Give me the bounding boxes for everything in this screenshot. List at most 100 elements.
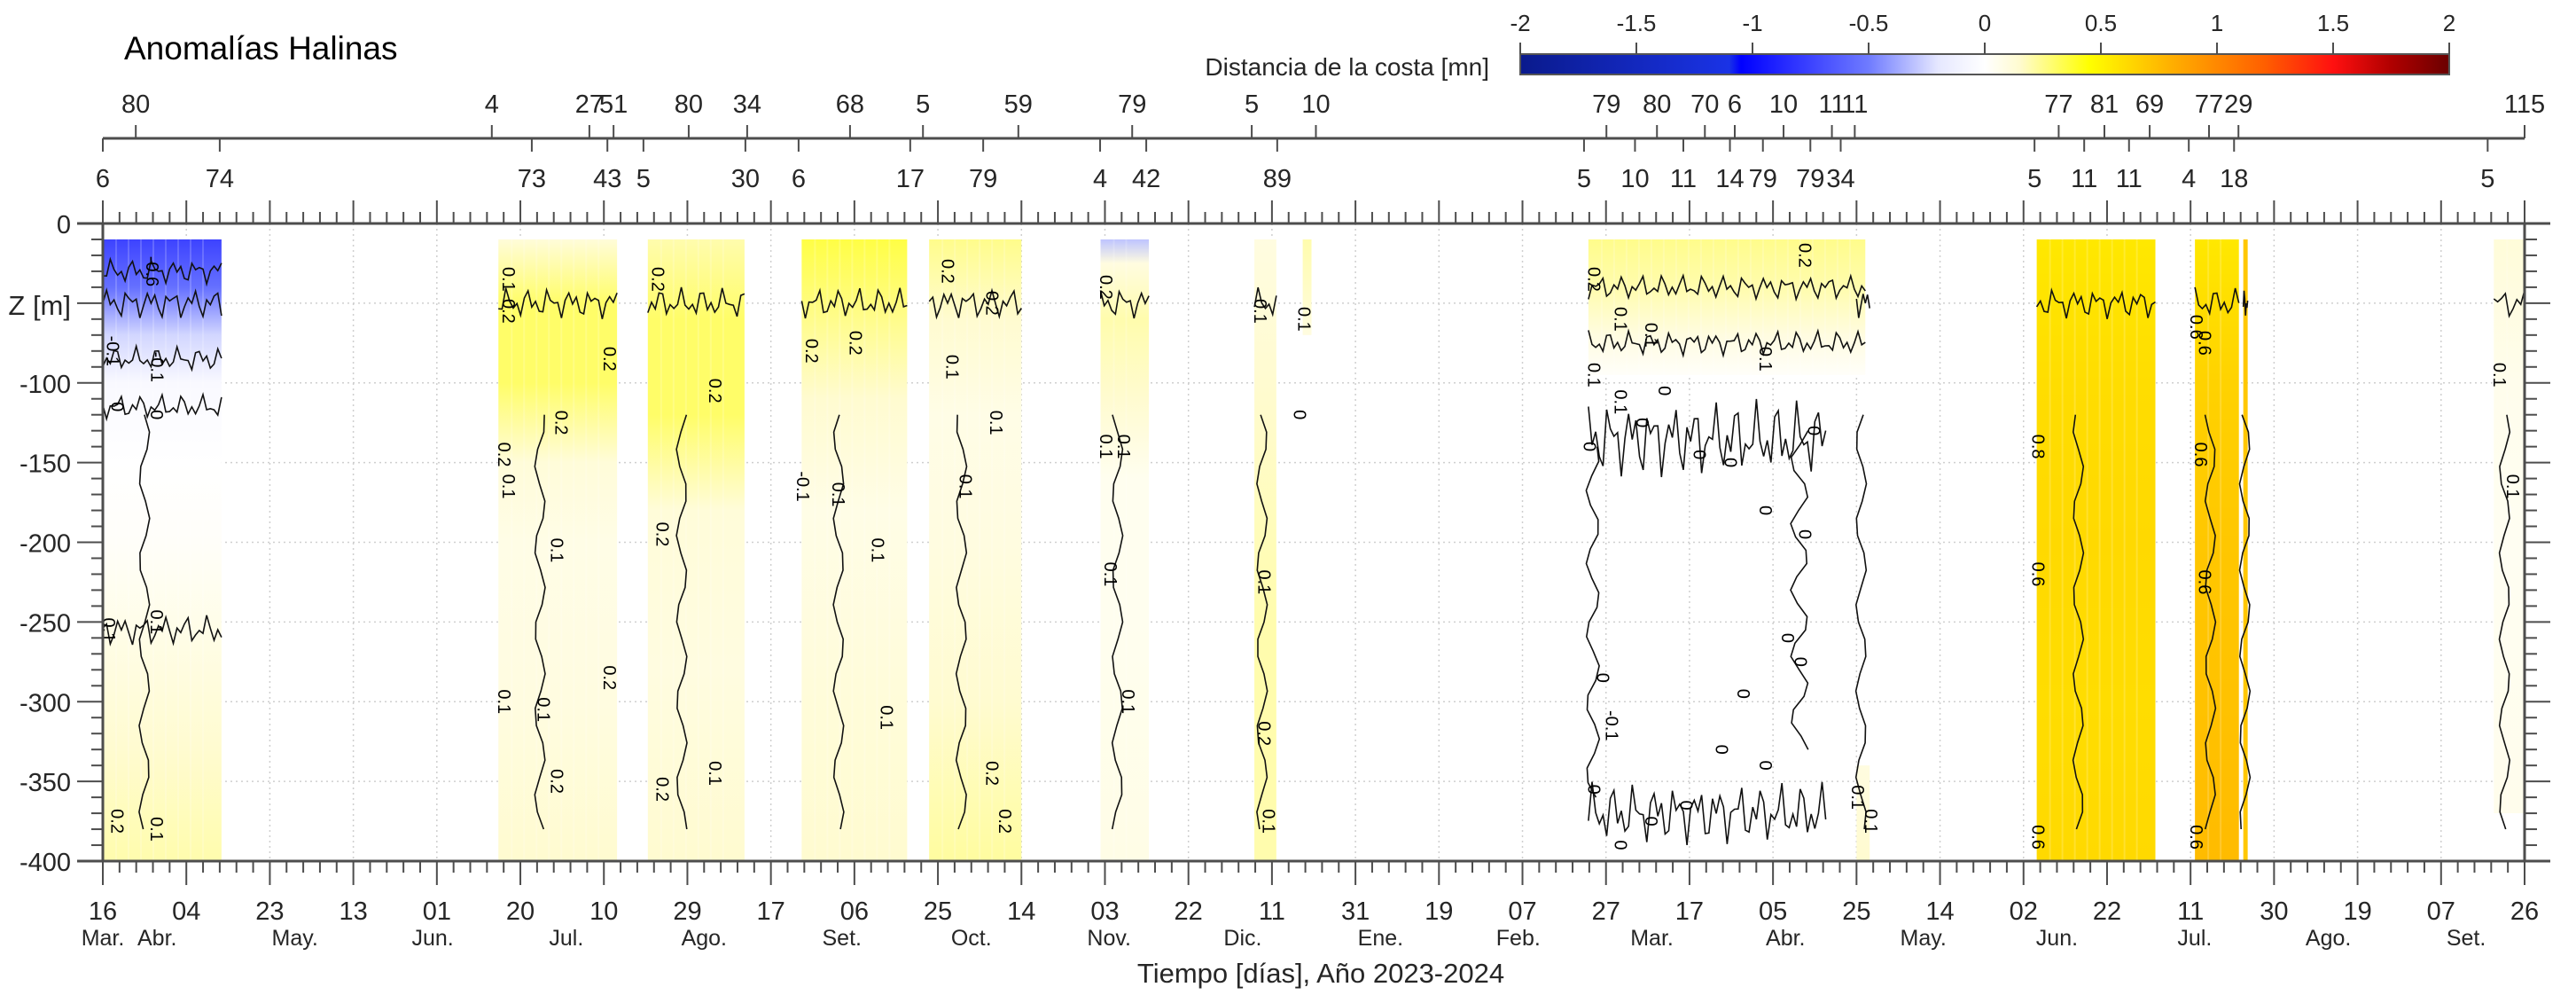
distance-tick-label: 5 — [916, 90, 930, 119]
distance-tick-label: 27 — [575, 90, 604, 119]
distance-tick-label: 80 — [1643, 90, 1671, 119]
contour-line — [1111, 414, 1124, 830]
x-month-label: Ago. — [682, 926, 727, 951]
distance-tick-label: 11 — [1841, 90, 1868, 119]
section-streak — [585, 239, 588, 862]
contour-label: 0.1 — [2502, 474, 2522, 499]
section-streak — [1600, 239, 1603, 375]
section-streak — [660, 239, 662, 862]
contour-line — [1253, 286, 1277, 317]
contour-line — [675, 414, 688, 830]
section-streak — [2086, 239, 2088, 862]
distance-tick-label: 34 — [733, 90, 761, 119]
distance-tick-label: 4 — [485, 90, 499, 119]
contour-label: 0.1 — [1641, 323, 1660, 348]
x-month-label: Ago. — [2306, 926, 2351, 951]
distance-tick-label: 81 — [2090, 90, 2119, 119]
x-tick-label: 25 — [924, 897, 952, 926]
distance-tick-label: 6 — [1728, 90, 1742, 119]
distance-tick-label: 4 — [1093, 165, 1107, 193]
contour-label: 0.1 — [498, 267, 518, 292]
contour-label: 0.1 — [1100, 562, 1120, 587]
section-streak — [1836, 239, 1838, 375]
section-streak — [573, 239, 575, 862]
distance-tick-label: 11 — [1670, 165, 1697, 193]
contour-label: 0.6 — [2186, 315, 2205, 340]
x-month-label: Dic. — [1223, 926, 1261, 951]
data-section — [1254, 239, 1276, 862]
data-section — [647, 239, 745, 862]
distance-tick-label: 79 — [1118, 90, 1146, 119]
section-streak — [1612, 239, 1615, 375]
contour-label: 0.2 — [494, 443, 513, 467]
contour-line — [2194, 286, 2240, 317]
x-month-label: Mar. — [82, 926, 125, 951]
colorbar-ticks: -2 -1.5 -1 -0.5 0 0.5 1 1.5 2 — [1510, 10, 2455, 54]
section-streak — [851, 239, 854, 862]
distance-tick-label: 5 — [1577, 165, 1591, 193]
section-streak — [1712, 239, 1714, 375]
contour-label: 0.6 — [2195, 570, 2214, 595]
section-streak — [2073, 239, 2076, 862]
contour-label: 0.1 — [1584, 363, 1604, 388]
contour-label: 0.1 — [1755, 347, 1775, 372]
x-tick-label: 29 — [673, 897, 701, 926]
contour-label: 0.2 — [652, 522, 671, 547]
contour-label: 0.1 — [828, 482, 847, 507]
contour-label: -0.1 — [1601, 710, 1620, 740]
contour-line — [534, 414, 546, 830]
contour-label: 0.6 — [2190, 443, 2210, 467]
x-month-label: Abr. — [1766, 926, 1805, 951]
section-streak — [152, 239, 154, 862]
data-section — [929, 239, 1022, 862]
x-tick-label: 14 — [1925, 897, 1954, 926]
contour-label: 0.1 — [146, 609, 166, 634]
x-tick-label: 19 — [1425, 897, 1453, 926]
data-section — [2036, 239, 2156, 862]
x-tick-label: 03 — [1090, 897, 1119, 926]
distance-tick-label: 6 — [792, 165, 806, 193]
distance-tick-label: 115 — [2504, 90, 2545, 119]
distance-tick-label: 11 — [1819, 90, 1846, 119]
section-streak — [1811, 239, 1814, 375]
contour-label: 0 — [1804, 426, 1823, 435]
colorbar-gradient — [1519, 53, 2450, 75]
contour-label: 0.1 — [1847, 785, 1867, 810]
distance-tick-label: 59 — [1004, 90, 1033, 119]
contour-label: 0 — [1654, 386, 1674, 396]
section-streak — [888, 239, 891, 862]
section-streak — [863, 239, 866, 862]
contour-label: 0 — [1777, 633, 1797, 643]
contour-label: 0 — [1733, 689, 1752, 699]
x-month-label: Set. — [2447, 926, 2486, 951]
y-tick-label: -200 — [20, 530, 71, 559]
distance-tick-label: 6 — [96, 165, 110, 193]
y-tick-label: -150 — [20, 450, 71, 479]
contour-label: -0.1 — [146, 352, 166, 382]
contour-label: 0.2 — [981, 291, 1001, 316]
section-streak — [722, 239, 724, 862]
contour-label: 0.2 — [550, 411, 570, 435]
distance-tick-label: 51 — [599, 90, 628, 119]
contour-label: 0 — [1593, 673, 1612, 683]
contour-line — [1588, 328, 1866, 358]
contour-label: 0.8 — [2027, 435, 2047, 459]
data-section — [2195, 239, 2239, 862]
contour-label: 0 — [1632, 418, 1651, 427]
data-section — [2243, 239, 2248, 862]
contour-label: 0.6 — [2186, 825, 2205, 850]
distance-tick-label: 79 — [1592, 90, 1620, 119]
colorbar-tick-label: 0 — [1979, 10, 1991, 36]
section-streak — [1774, 239, 1776, 375]
contour-label: 0.2 — [1794, 243, 1814, 268]
contour-label: 0.1 — [2489, 363, 2509, 388]
contour-label: 0 — [107, 402, 127, 411]
distance-tick-label: 14 — [1715, 165, 1744, 193]
section-streak — [2220, 239, 2222, 862]
section-streak — [876, 239, 878, 862]
contour-label: 0.1 — [986, 411, 1005, 435]
x-month-label: Jun. — [2036, 926, 2078, 951]
x-tick-label: 04 — [172, 897, 200, 926]
